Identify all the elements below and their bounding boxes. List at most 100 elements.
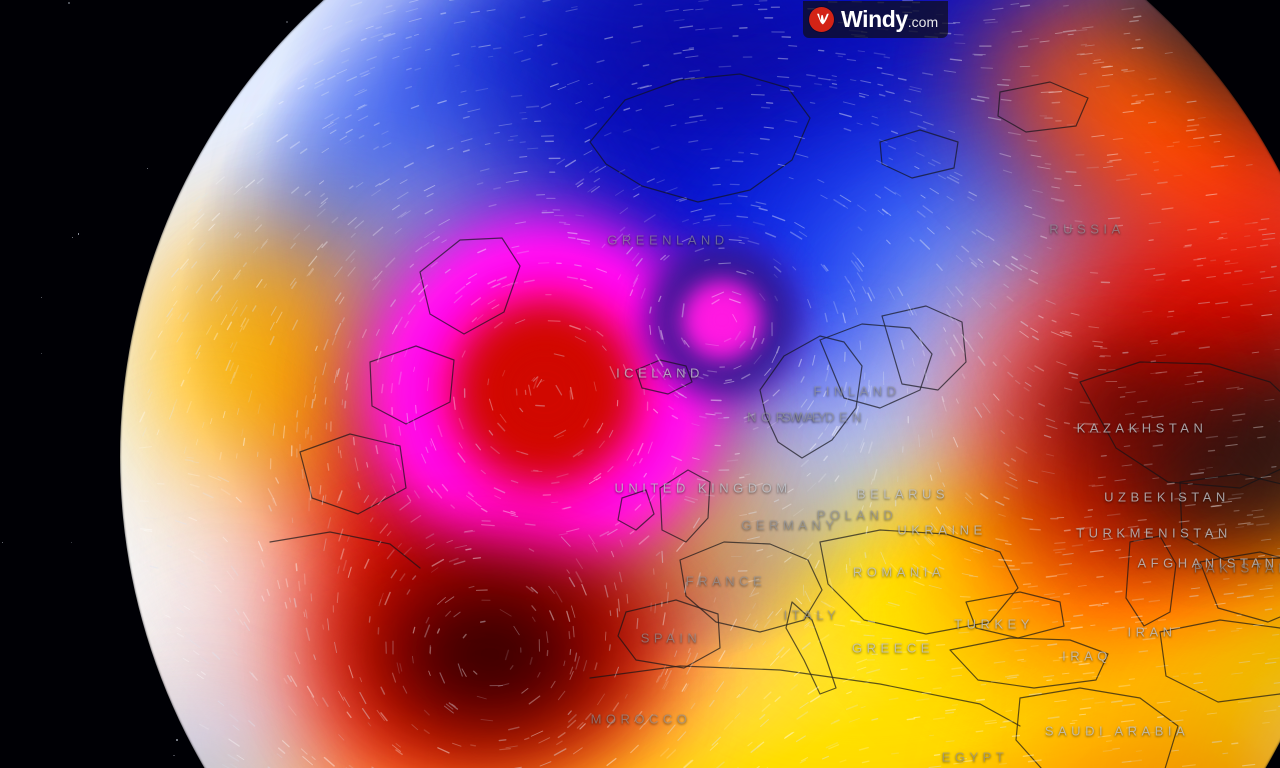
wind-particle	[167, 545, 173, 548]
wind-particle	[946, 176, 960, 184]
wind-particle	[491, 304, 500, 310]
wind-particle	[1236, 627, 1243, 630]
wind-particle	[873, 469, 878, 481]
wind-particle	[579, 278, 587, 282]
wind-particle	[1155, 371, 1168, 374]
wind-particle	[338, 690, 345, 701]
wind-particle	[334, 641, 338, 654]
wind-particle	[319, 180, 325, 185]
wind-particle	[350, 258, 355, 263]
wind-particle	[1226, 386, 1240, 390]
wind-particle	[373, 122, 380, 126]
wind-particle	[1004, 543, 1012, 545]
logo-name: Windy	[841, 5, 908, 32]
wind-particle	[693, 98, 700, 101]
wind-particle	[999, 726, 1007, 729]
wind-particle	[759, 713, 766, 720]
wind-particle	[806, 482, 817, 492]
wind-particle	[298, 580, 301, 592]
wind-particle	[363, 495, 370, 503]
wind-particle	[1087, 509, 1093, 511]
wind-particle	[807, 400, 814, 411]
wind-particle	[807, 542, 814, 550]
wind-particle	[399, 573, 406, 582]
wind-particle	[639, 723, 645, 730]
wind-particle	[331, 336, 337, 346]
wind-particle	[822, 755, 829, 760]
wind-particle	[1245, 477, 1255, 480]
wind-particle	[392, 204, 400, 211]
wind-particle	[437, 596, 446, 605]
wind-particle	[226, 570, 235, 581]
wind-particle	[1209, 133, 1222, 137]
wind-particle	[916, 152, 925, 157]
wind-particle	[461, 350, 466, 358]
wind-particle	[405, 85, 412, 90]
wind-particle	[269, 321, 275, 331]
wind-particle	[484, 142, 491, 146]
wind-particle	[649, 306, 652, 314]
wind-particle	[1120, 719, 1134, 723]
wind-particle	[425, 616, 430, 624]
wind-particle	[601, 243, 606, 249]
wind-particle	[766, 102, 774, 104]
wind-particle	[1009, 476, 1018, 482]
wind-particle	[888, 145, 897, 150]
wind-particle	[658, 295, 662, 303]
wind-particle	[1093, 59, 1101, 61]
wind-particle	[639, 457, 643, 464]
wind-particle	[505, 179, 519, 183]
wind-particle	[308, 255, 318, 267]
wind-particle	[1028, 278, 1039, 285]
wind-particle	[382, 142, 392, 148]
wind-particle	[1027, 366, 1035, 373]
wind-particle	[762, 399, 769, 404]
wind-particle	[857, 204, 867, 212]
wind-particle	[475, 502, 482, 508]
wind-particle	[524, 737, 530, 741]
wind-particle	[427, 377, 430, 392]
wind-particle	[1014, 648, 1027, 652]
wind-particle	[276, 134, 288, 143]
wind-particle	[1171, 626, 1181, 630]
wind-particle	[583, 284, 593, 289]
wind-particle	[243, 122, 254, 130]
wind-particle	[588, 478, 598, 485]
wind-particle	[441, 239, 447, 243]
wind-particle	[193, 554, 204, 563]
wind-particle	[304, 190, 311, 197]
wind-particle	[217, 700, 225, 706]
wind-particle	[507, 139, 514, 142]
wind-particle	[1006, 295, 1014, 302]
wind-particle	[243, 621, 250, 631]
wind-particle	[1138, 650, 1149, 653]
wind-particle	[868, 441, 873, 454]
wind-particle	[525, 105, 540, 108]
wind-particle	[1107, 217, 1121, 220]
wind-particle	[688, 69, 700, 73]
wind-particle	[537, 44, 543, 47]
wind-particle	[631, 82, 638, 86]
wind-particle	[884, 186, 897, 195]
wind-particle	[717, 224, 732, 227]
wind-particle	[964, 558, 972, 562]
wind-particle	[575, 214, 584, 217]
wind-particle	[386, 549, 395, 560]
wind-particle	[725, 379, 733, 382]
wind-particle	[290, 242, 296, 249]
wind-particle	[521, 688, 529, 694]
wind-particle	[833, 719, 840, 723]
wind-particle	[583, 150, 593, 156]
wind-particle	[795, 597, 803, 605]
wind-particle	[261, 595, 265, 602]
wind-particle	[499, 609, 512, 617]
wind-particle	[1143, 463, 1153, 466]
wind-particle	[681, 383, 687, 388]
globe-sphere[interactable]	[120, 0, 1280, 768]
wind-particle	[1046, 679, 1053, 681]
wind-particle	[795, 153, 809, 158]
wind-particle	[1206, 712, 1218, 715]
windy-logo[interactable]: Windy.com	[803, 1, 949, 38]
wind-particle	[665, 8, 679, 12]
